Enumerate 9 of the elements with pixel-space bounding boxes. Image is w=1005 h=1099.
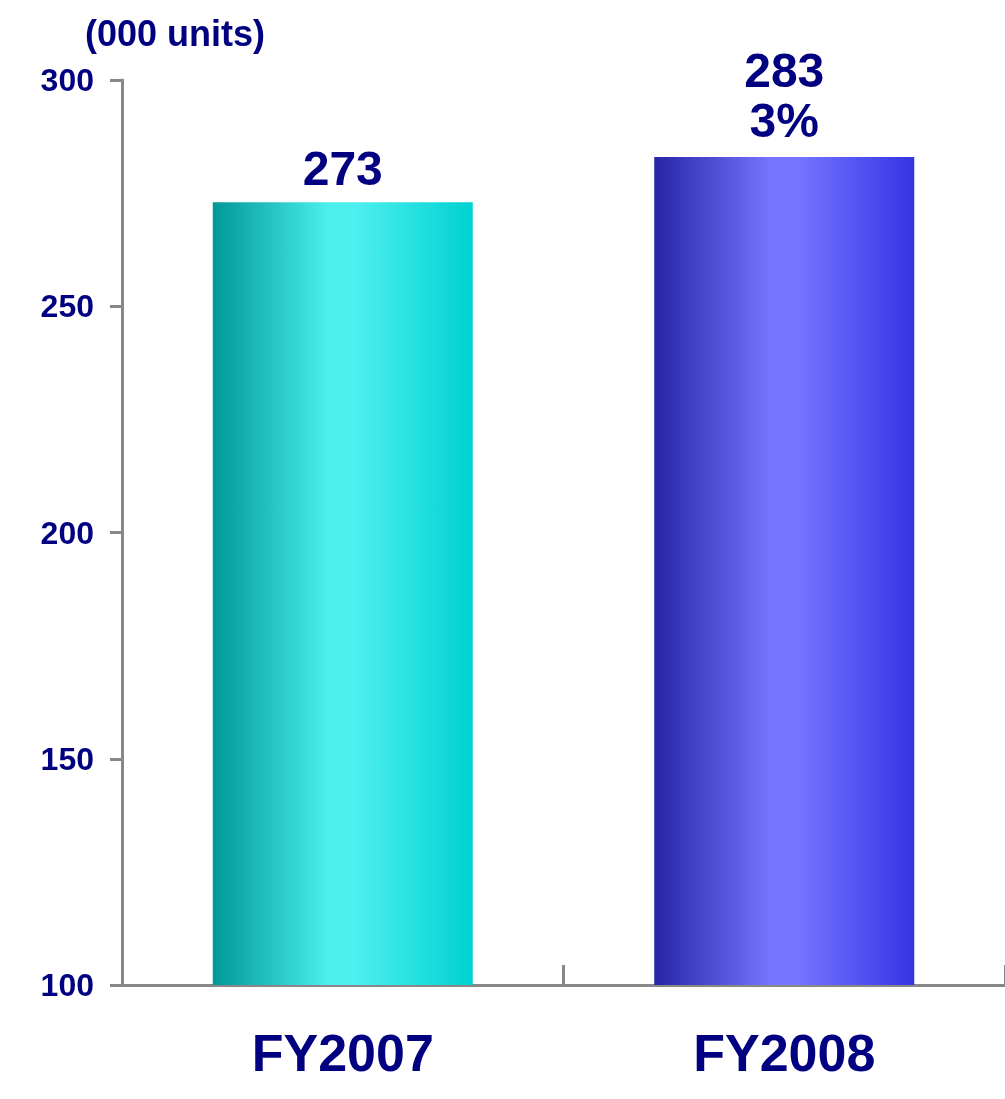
- y-tick-label: 100: [40, 967, 94, 1003]
- data-label: 273: [302, 141, 383, 195]
- x-tick-label: FY2008: [693, 1024, 876, 1082]
- y-tick-label: 200: [40, 514, 94, 551]
- y-axis-title: (000 units): [85, 12, 266, 54]
- x-tick-label: FY2007: [251, 1024, 434, 1082]
- y-tick-label: 300: [40, 62, 94, 98]
- y-tick-label: 250: [40, 288, 94, 325]
- y-tick-label: 150: [40, 740, 94, 777]
